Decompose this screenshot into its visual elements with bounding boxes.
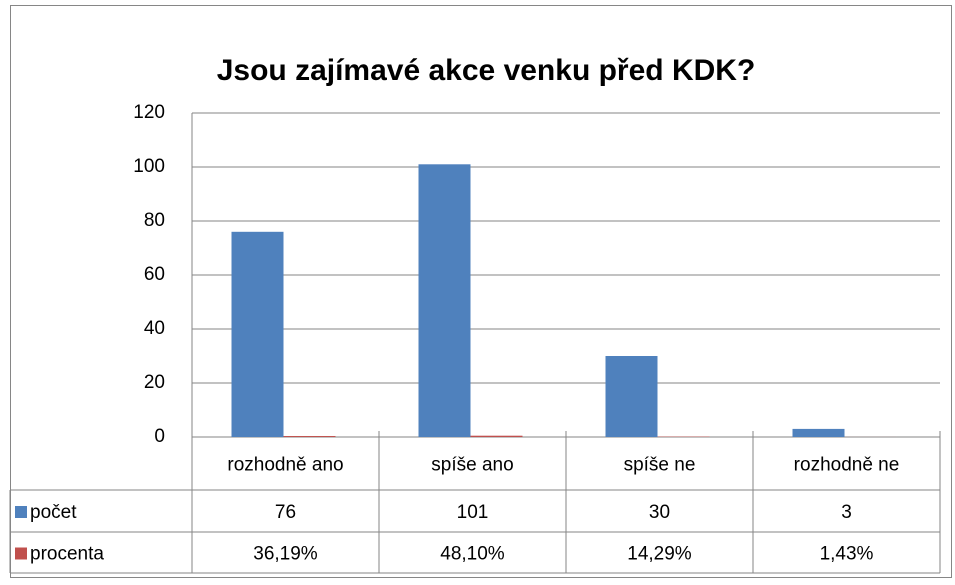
chart-border (11, 6, 952, 578)
y-tick-label: 120 (133, 102, 165, 123)
bar (419, 164, 471, 437)
y-tick-label: 0 (154, 426, 165, 447)
x-tick-label: rozhodně ne (794, 455, 900, 476)
y-tick-label: 20 (144, 372, 165, 393)
legend-label: procenta (30, 544, 104, 565)
legend-key (15, 548, 27, 560)
table-cell: 30 (649, 502, 670, 523)
table-cell: 48,10% (440, 544, 505, 565)
x-tick-label: spíše ne (624, 455, 696, 476)
y-tick-label: 40 (144, 318, 165, 339)
table-cell: 36,19% (253, 544, 318, 565)
table-cell: 101 (457, 502, 489, 523)
y-tick-label: 60 (144, 264, 165, 285)
legend-label: počet (30, 502, 77, 523)
chart-title: Jsou zajímavé akce venku před KDK? (217, 54, 756, 87)
bar (284, 436, 336, 437)
y-tick-label: 100 (133, 156, 165, 177)
bar (606, 356, 658, 437)
table-cell: 14,29% (627, 544, 692, 565)
table-cell: 76 (275, 502, 296, 523)
x-tick-label: spíše ano (431, 455, 513, 476)
bar (232, 232, 284, 437)
bar (471, 436, 523, 437)
y-tick-label: 80 (144, 210, 165, 231)
table-cell: 1,43% (820, 544, 874, 565)
legend-key (15, 506, 27, 518)
bar (793, 429, 845, 437)
x-tick-label: rozhodně ano (227, 455, 343, 476)
table-cell: 3 (841, 502, 852, 523)
